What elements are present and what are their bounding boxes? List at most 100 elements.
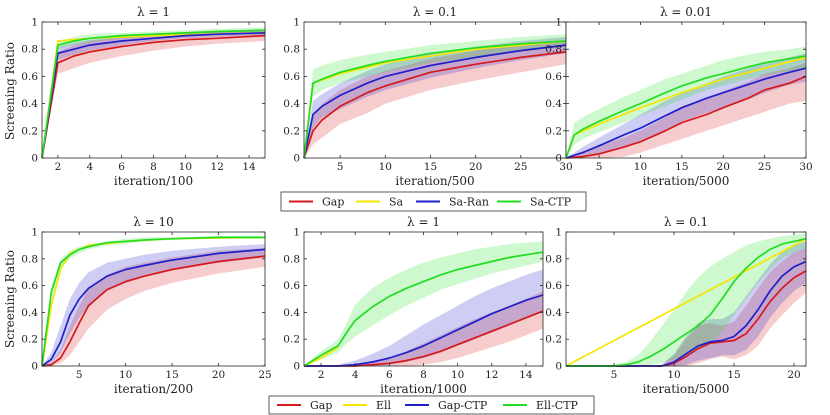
x-tick-label: 2	[318, 369, 325, 381]
x-tick-label: 2	[55, 161, 62, 173]
y-tick-label: 0.6	[21, 71, 38, 83]
panel-title: λ = 1	[137, 5, 170, 19]
y-tick-label: 0.4	[283, 98, 300, 110]
y-tick-label: 0.8	[21, 44, 38, 56]
x-tick-label: 30	[559, 161, 572, 173]
plot-area	[566, 232, 806, 366]
legend-top-label-gap: Gap	[322, 196, 344, 209]
series-line-sa-ran	[41, 32, 266, 159]
plot-area	[42, 22, 265, 158]
x-tick-label: 10	[179, 161, 192, 173]
band-sa-ran	[304, 269, 543, 366]
y-tick-label: 0	[31, 361, 38, 373]
y-tick-label: 0.2	[21, 334, 38, 346]
panel-1: 2 4 6 8 10 12 14 0 0.2 0.4 0.6 0.8 1 λ = 1 iteration/1…	[21, 5, 266, 188]
y-axis-label-top: Screening Ratio	[3, 42, 17, 140]
panel-5: 2 4 6 8 10 12 14 0 0.2 0.4 0.6 0.8 1 λ = 1 iteration/1…	[283, 215, 544, 396]
band-sa-ran	[42, 244, 265, 366]
x-tick-label: 4	[352, 369, 359, 381]
y-tick-label: 0.4	[283, 307, 300, 319]
y-tick-label: 0.6	[21, 280, 38, 292]
x-tick-label: 12	[485, 369, 498, 381]
x-tick-label: 20	[787, 369, 800, 381]
x-axis-label: iteration/100	[114, 174, 193, 188]
x-tick-label: 20	[212, 369, 225, 381]
y-tick-label: 0.6	[283, 280, 300, 292]
y-tick-label: 0.2	[283, 125, 300, 137]
series-line-sa-ctp	[41, 29, 266, 159]
y-tick-label: 0.8	[283, 44, 300, 56]
panel-6: 5 10 15 20 0 0.2 0.4 0.6 0.8 1 λ = 0.1 iteration/50…	[545, 215, 807, 396]
series-line-sa-ctp	[565, 55, 807, 159]
x-tick-label: 10	[634, 161, 647, 173]
legend-top-label-sa-ran: Sa-Ran	[449, 196, 489, 209]
x-tick-label: 15	[675, 161, 688, 173]
legend-bottom-label-ell: Ell	[376, 399, 392, 412]
x-axis-label: iteration/5000	[643, 382, 730, 396]
y-tick-label: 0.4	[21, 307, 38, 319]
y-tick-label: 0.2	[545, 125, 562, 137]
series-line-sa-ran	[565, 67, 807, 159]
x-axis-label: iteration/1000	[380, 382, 467, 396]
x-tick-label: 5	[611, 369, 618, 381]
band-gap	[42, 248, 265, 366]
y-tick-label: 0.4	[545, 98, 562, 110]
y-tick-label: 1	[293, 227, 300, 239]
panel-4: 5 10 15 20 25 0 0.2 0.4 0.6 0.8 1 λ = 10 iteration/2…	[21, 215, 271, 396]
y-tick-label: 0	[31, 153, 38, 165]
band-sa-ctp	[566, 233, 806, 366]
x-tick-label: 5	[337, 161, 344, 173]
y-axis-label-bottom: Screening Ratio	[3, 250, 17, 348]
y-tick-label: 0	[293, 153, 300, 165]
y-tick-label: 0.8	[21, 253, 38, 265]
x-axis-label: iteration/200	[114, 382, 193, 396]
legend-bottom: Gap Ell Gap-CTP Ell-CTP	[268, 395, 595, 415]
x-tick-label: 25	[758, 161, 771, 173]
panel-title: λ = 0.01	[660, 5, 712, 19]
x-tick-label: 8	[420, 369, 427, 381]
y-tick-label: 0	[555, 361, 562, 373]
axes-frame	[565, 231, 807, 367]
x-tick-label: 20	[469, 161, 482, 173]
series-line-sa-ctp	[303, 251, 544, 367]
band-gap	[304, 41, 566, 158]
x-tick-label: 14	[519, 369, 533, 381]
y-tick-label: 0.6	[545, 280, 562, 292]
y-tick-label: 0.2	[283, 334, 300, 346]
series-line-sa	[565, 237, 807, 367]
x-tick-label: 10	[379, 161, 392, 173]
series-line-sa-ctp	[41, 236, 265, 367]
series-line-sa-ran	[303, 44, 567, 159]
x-tick-label: 10	[119, 369, 132, 381]
series-line-sa	[303, 346, 339, 367]
band-gap	[566, 62, 806, 158]
y-tick-label: 0	[293, 361, 300, 373]
y-tick-label: 0.4	[545, 307, 562, 319]
y-tick-label: 0.2	[545, 334, 562, 346]
x-tick-label: 15	[165, 369, 178, 381]
legend-bottom-label-gap: Gap	[310, 399, 332, 412]
y-tick-label: 0.8	[545, 44, 562, 56]
band-sa-ran	[566, 241, 806, 366]
legend-top: Gap Sa Sa-Ran Sa-CTP	[280, 191, 587, 212]
panel-title: λ = 10	[133, 215, 174, 229]
y-tick-label: 1	[555, 227, 562, 239]
series-line-sa-ran	[566, 260, 807, 367]
panel-title: λ = 1	[407, 215, 440, 229]
y-tick-label: 0.8	[283, 253, 300, 265]
series-line-sa-ran	[304, 294, 544, 367]
x-tick-label: 15	[424, 161, 437, 173]
band-sa-ctp	[304, 241, 543, 366]
y-tick-label: 1	[31, 17, 38, 29]
series-line-sa-ctp	[566, 237, 807, 367]
series-line-sa-ctp	[303, 40, 567, 159]
y-tick-label: 0.8	[545, 253, 562, 265]
x-tick-label: 5	[76, 369, 83, 381]
series-line-sa-ran	[41, 248, 266, 367]
series-line-gap	[303, 51, 567, 159]
band-sa-ctp	[566, 46, 806, 158]
y-tick-label: 1	[293, 17, 300, 29]
series-line-gap	[41, 34, 266, 159]
